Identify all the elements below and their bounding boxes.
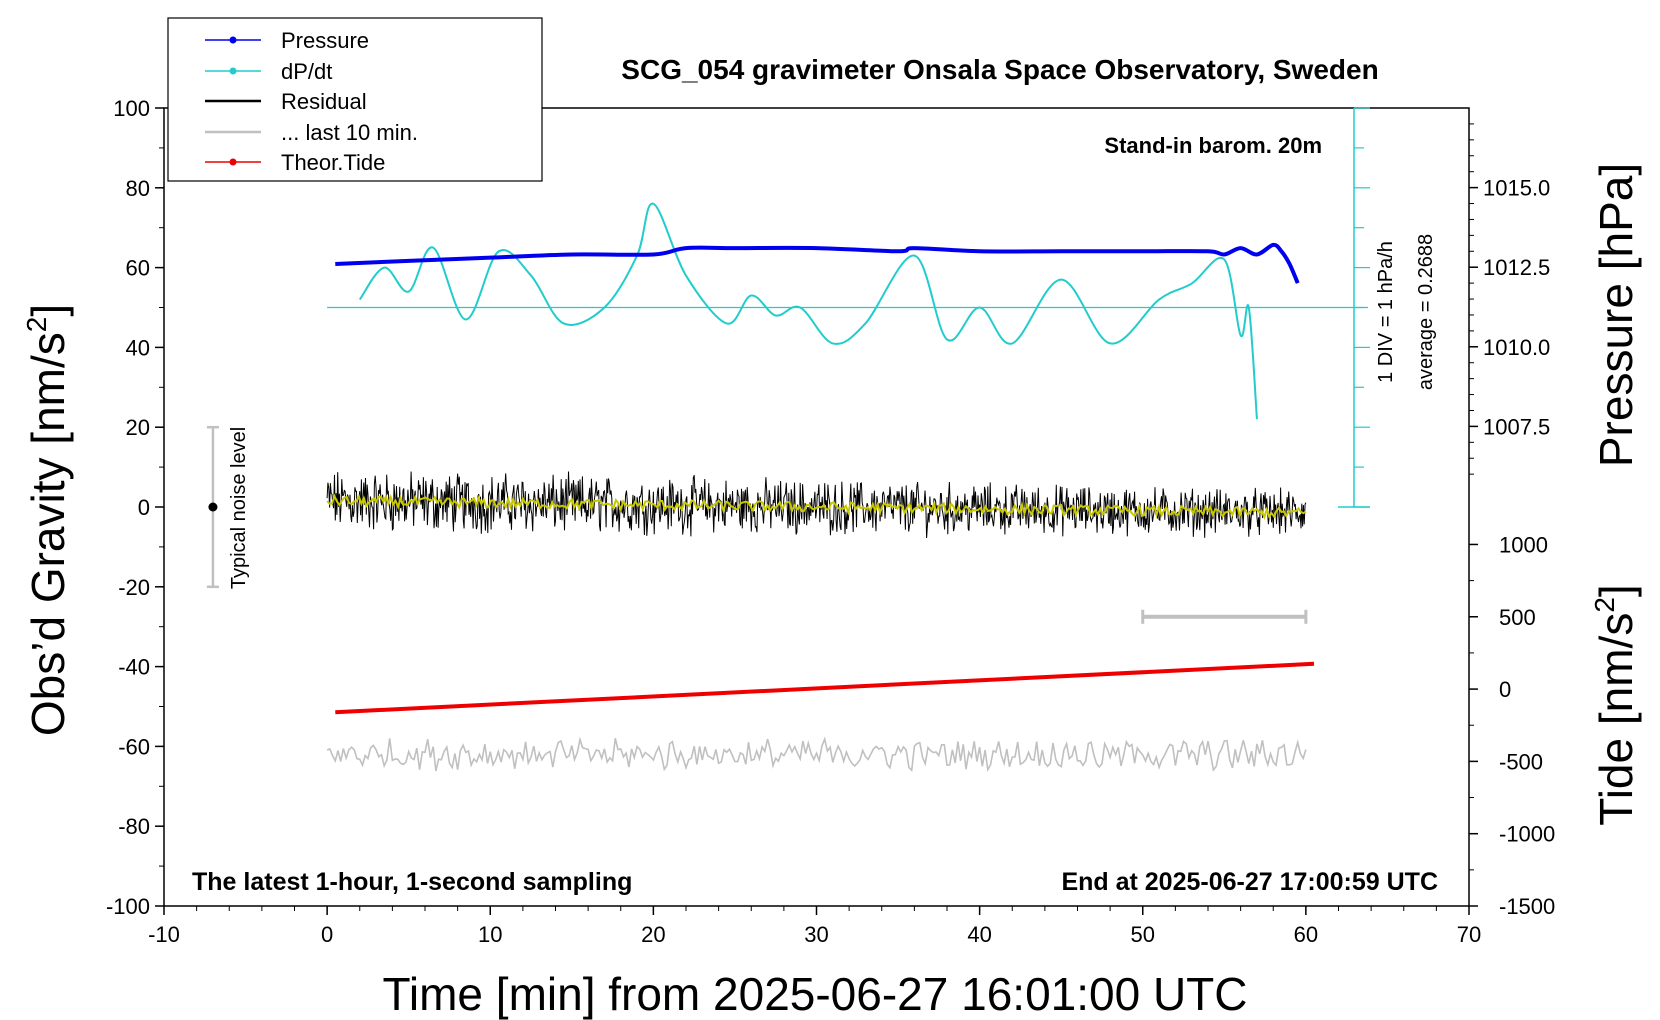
x-axis: -10 0 10 20 30 40 50 60 70 xyxy=(148,906,1481,947)
y-label-tide-suffix: ] xyxy=(1590,584,1642,597)
tide-tick-label: -1000 xyxy=(1499,822,1555,847)
x-tick-label: 40 xyxy=(967,922,991,947)
y-tick-label: -20 xyxy=(118,575,150,600)
legend-marker-pressure xyxy=(229,36,237,44)
y-label-tide-prefix: Tide [nm/s xyxy=(1590,613,1642,826)
y-tick-label: 40 xyxy=(126,335,150,360)
legend-box xyxy=(167,17,543,182)
tide-line xyxy=(335,661,1315,715)
legend-label-residual: Residual xyxy=(281,89,367,114)
annotation-noise: Typical noise level xyxy=(228,427,250,589)
noise-bar-center-dot xyxy=(208,502,218,512)
tide-tick-label: -500 xyxy=(1499,749,1543,774)
annotation-end: End at 2025-06-27 17:00:59 UTC xyxy=(1061,868,1438,896)
tide-tick-label: 500 xyxy=(1499,605,1536,630)
y-label-gravity-suffix: ] xyxy=(22,304,74,317)
pressure-tick-label: 1010.0 xyxy=(1483,335,1550,360)
legend-marker-tide xyxy=(229,158,237,166)
pressure-tick-label: 1007.5 xyxy=(1483,414,1550,439)
pressure-tick-label: 1012.5 xyxy=(1483,255,1550,280)
annotation-barometer: Stand-in barom. 20m xyxy=(1104,133,1322,158)
pressure-line xyxy=(335,242,1300,284)
x-tick-label: 10 xyxy=(478,922,502,947)
legend-marker-dpdt xyxy=(229,67,237,75)
x-tick-label: 0 xyxy=(321,922,333,947)
legend-label-dpdt: dP/dt xyxy=(281,59,332,84)
x-tick-label: 20 xyxy=(641,922,665,947)
x-tick-label: -10 xyxy=(148,922,180,947)
tide-tick-label: 0 xyxy=(1499,677,1511,702)
legend-label-last10: ... last 10 min. xyxy=(281,120,418,145)
tide-tick-label: 1000 xyxy=(1499,532,1548,557)
legend-label-tide: Theor.Tide xyxy=(281,150,385,175)
y-tick-label: -100 xyxy=(106,894,150,919)
y-axis-gravity: 100 80 60 40 20 0 -20 -40 -60 -80 -100 xyxy=(106,96,164,919)
x-tick-label: 30 xyxy=(804,922,828,947)
legend-label-pressure: Pressure xyxy=(281,28,369,53)
y-axis-tide: 1000 500 0 -500 -1000 -1500 xyxy=(1469,532,1555,919)
y-tick-label: 80 xyxy=(126,176,150,201)
annotation-latest: The latest 1-hour, 1-second sampling xyxy=(192,868,632,896)
dpdt-line xyxy=(358,202,1258,420)
last10-line xyxy=(326,736,1307,773)
y-axis-label-gravity: Obs’d Gravity [nm/s2] xyxy=(21,304,74,736)
y-tick-label: -80 xyxy=(118,814,150,839)
legend: Pressure dP/dt Residual ... last 10 min.… xyxy=(167,17,543,182)
x-tick-label: 70 xyxy=(1457,922,1481,947)
residual-smoothed-line xyxy=(326,493,1307,521)
y-label-gravity-prefix: Obs’d Gravity [nm/s xyxy=(22,332,74,736)
pressure-tick-label: 1015.0 xyxy=(1483,176,1550,201)
y-tick-label: 60 xyxy=(126,256,150,281)
y-label-tide-sup: 2 xyxy=(1589,597,1620,613)
y-axis-pressure: 1015.0 1012.5 1010.0 1007.5 xyxy=(1469,123,1550,475)
y-axis-label-tide: Tide [nm/s2] xyxy=(1589,584,1642,825)
x-axis-label: Time [min] from 2025-06-27 16:01:00 UTC xyxy=(383,968,1248,1020)
y-tick-label: -40 xyxy=(118,655,150,680)
y-tick-label: -60 xyxy=(118,734,150,759)
y-tick-label: 100 xyxy=(113,96,150,121)
tide-tick-label: -1500 xyxy=(1499,894,1555,919)
y-axis-label-pressure: Pressure [hPa] xyxy=(1590,163,1642,467)
x-tick-label: 50 xyxy=(1131,922,1155,947)
y-tick-label: 20 xyxy=(126,415,150,440)
annotation-average: average = 0.2688 xyxy=(1415,234,1437,390)
x-tick-label: 60 xyxy=(1294,922,1318,947)
y-label-gravity-sup: 2 xyxy=(21,317,52,333)
annotation-div: 1 DIV = 1 hPa/h xyxy=(1375,241,1397,383)
chart-title: SCG_054 gravimeter Onsala Space Observat… xyxy=(621,54,1378,85)
y-tick-label: 0 xyxy=(138,495,150,520)
series-layer xyxy=(206,107,1370,773)
